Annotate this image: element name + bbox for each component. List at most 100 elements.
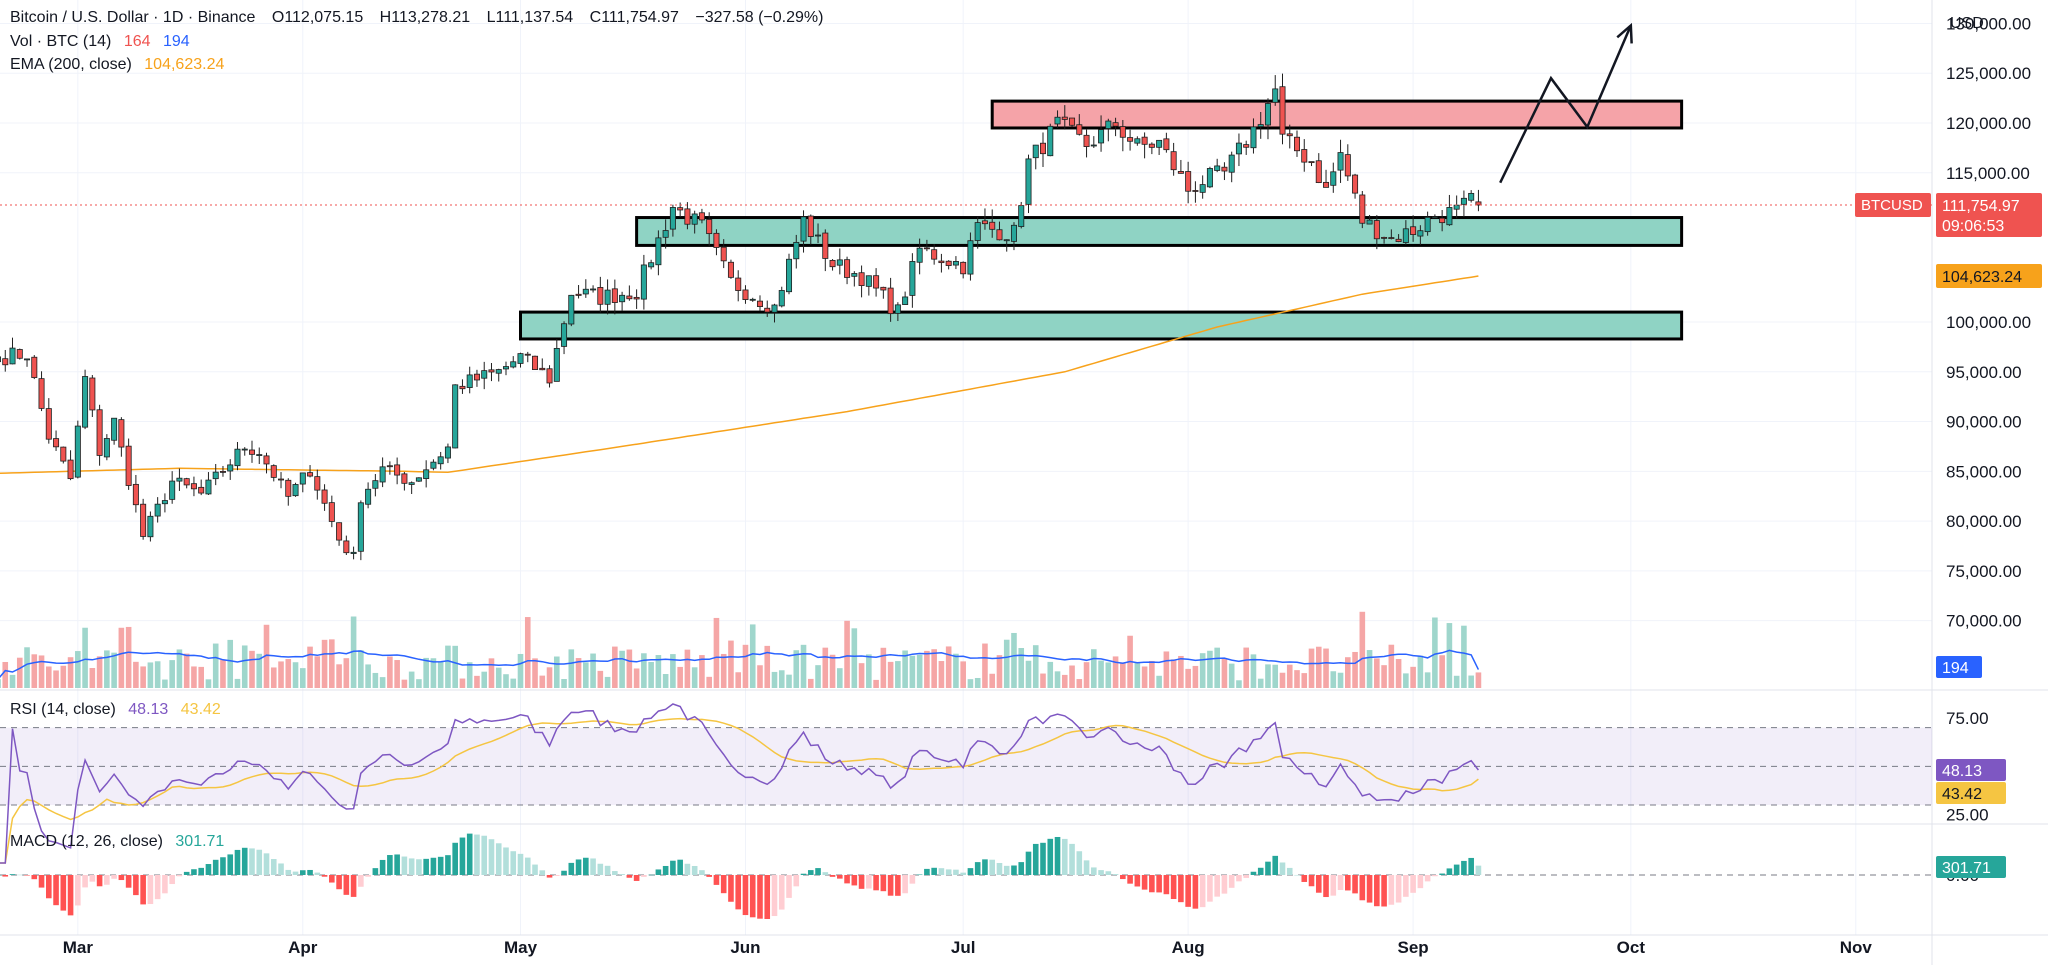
volume-bar [1410, 666, 1416, 688]
candle-body [314, 476, 321, 491]
candle-body [749, 298, 756, 301]
macd-bar [481, 835, 488, 875]
volume-bar [590, 653, 596, 688]
x-tick-label: Jul [951, 938, 976, 957]
volume-bar [278, 661, 284, 688]
macd-bar [1040, 842, 1046, 875]
macd-bar [800, 873, 807, 875]
volume-bar [125, 626, 132, 688]
volume-bar [1228, 663, 1235, 688]
macd-bar [720, 875, 727, 894]
macd-bar [1432, 875, 1438, 877]
macd-bar [728, 875, 734, 902]
candle-body [241, 448, 248, 451]
volume-bar [1054, 671, 1061, 688]
candle-body [735, 277, 742, 291]
ema-legend-value: 104,623.24 [144, 56, 225, 73]
x-tick-label: Aug [1172, 938, 1205, 957]
volume-bar [466, 662, 473, 688]
volume-bar [1061, 674, 1068, 688]
candle-body [328, 502, 335, 522]
macd-bar [394, 854, 400, 875]
candle-body [706, 219, 713, 235]
symbol-badge: BTCUSD [1855, 193, 1931, 218]
rsi-legend: RSI (14, close) 48.13 43.42 [10, 701, 221, 719]
macd-bar [299, 870, 306, 875]
volume-bar [1374, 658, 1380, 688]
volume-bar [96, 656, 103, 688]
volume-bar [1003, 639, 1010, 688]
volume-bar [1475, 672, 1482, 688]
candle-body [198, 486, 205, 494]
volume-bar [89, 668, 96, 688]
macd-bar [256, 849, 263, 875]
macd-bar [524, 857, 531, 875]
volume-bar [133, 661, 139, 688]
macd-bar [866, 875, 872, 889]
volume-bar [227, 639, 234, 688]
candle-body [815, 234, 822, 237]
macd-bar [169, 875, 175, 885]
macd-bar [1315, 875, 1322, 893]
candle-body [1185, 171, 1192, 192]
volume-bar [902, 650, 908, 688]
candle-body [1010, 224, 1017, 242]
volume-bar [699, 655, 705, 688]
macd-bar [474, 834, 480, 875]
macd-bar [1047, 838, 1054, 875]
volume-bar [764, 645, 771, 688]
candle-body [1228, 154, 1235, 173]
macd-bar [2, 875, 9, 877]
rsi-pane[interactable] [0, 703, 1932, 864]
macd-bar [133, 875, 139, 896]
rsi-ma-badge-value: 43.42 [1942, 786, 1982, 803]
candle-body [183, 478, 190, 486]
macd-bar [1308, 875, 1315, 887]
volume-bar [1468, 675, 1474, 688]
candle-body [1235, 142, 1242, 155]
volume-bar [546, 667, 553, 688]
volume-bar [285, 658, 292, 688]
volume-bar [154, 661, 161, 688]
macd-bar [641, 875, 647, 877]
volume-bar [459, 678, 466, 688]
volume-bar [387, 656, 393, 688]
macd-bar [1265, 861, 1271, 875]
candle-body [952, 261, 959, 266]
candle-body [575, 293, 582, 296]
volume-bar [336, 664, 342, 688]
candle-body [720, 246, 727, 262]
macd-bar [967, 868, 974, 875]
macd-bar [1359, 875, 1366, 901]
volume-bar [220, 659, 226, 688]
volume-bar [60, 665, 67, 688]
volume-bar [619, 650, 625, 688]
volume-bar [350, 616, 357, 688]
volume-bar [1424, 672, 1431, 688]
volume-bar [1395, 659, 1402, 688]
macd-bar [9, 874, 16, 875]
macd-bar [1439, 873, 1445, 875]
volume-bar [532, 658, 538, 688]
volume-bar [1286, 664, 1293, 688]
projection-arrowhead [1616, 22, 1633, 44]
volume-bar [314, 656, 321, 688]
candle-body [590, 288, 597, 291]
macd-bar [1156, 875, 1162, 893]
candle-body [103, 438, 110, 458]
volume-bar [924, 650, 930, 688]
macd-bar [583, 857, 589, 875]
candle-body [502, 366, 509, 370]
macd-bar [365, 875, 371, 877]
candle-body [147, 515, 154, 538]
macd-pane[interactable] [0, 833, 1932, 919]
candle-body [1032, 144, 1039, 159]
macd-bar [561, 870, 567, 875]
price-pane[interactable] [0, 22, 1932, 688]
volume-bar [974, 677, 981, 688]
candle-body [1308, 161, 1315, 164]
macd-bar [111, 875, 117, 879]
volume-bar [604, 676, 611, 688]
macd-bar [974, 862, 981, 875]
